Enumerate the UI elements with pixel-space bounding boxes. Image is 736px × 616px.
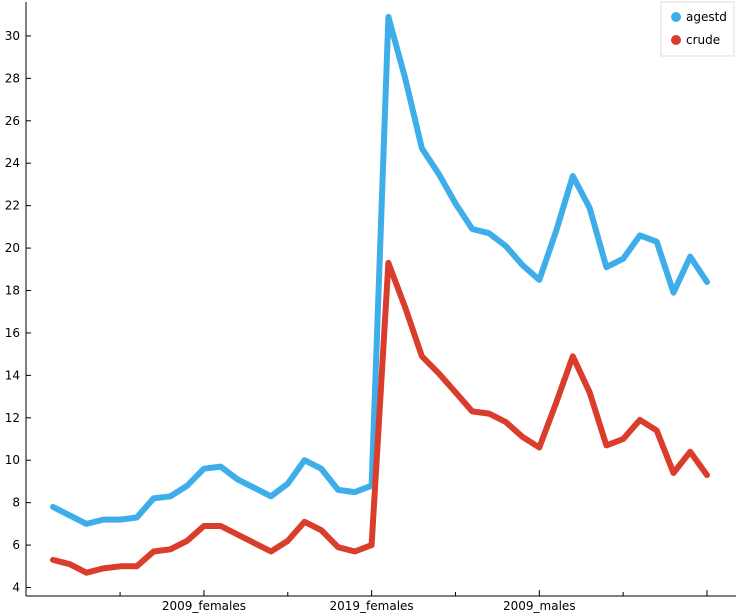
legend-label-agestd: agestd	[686, 10, 727, 24]
legend-label-crude: crude	[686, 33, 720, 47]
legend: agestd crude	[660, 1, 735, 57]
y-tick-label: 28	[5, 71, 20, 85]
y-tick-label: 20	[5, 241, 20, 255]
legend-marker-crude	[671, 35, 681, 45]
y-tick-label: 12	[5, 411, 20, 425]
y-tick-label: 4	[12, 581, 20, 595]
y-tick-label: 8	[12, 496, 20, 510]
x-tick-label: 2019_females	[330, 599, 414, 613]
x-axis-ticks: 2009_females 2019_females 2009_males	[119, 590, 708, 613]
series-layer	[50, 13, 710, 576]
x-tick-label: 2009_males	[503, 599, 576, 613]
y-tick-label: 14	[5, 368, 20, 382]
y-tick-label: 18	[5, 284, 20, 298]
y-tick-label: 24	[5, 156, 20, 170]
x-tick-label: 2009_females	[162, 599, 246, 613]
y-tick-label: 16	[5, 326, 20, 340]
y-tick-label: 10	[5, 453, 20, 467]
legend-marker-agestd	[671, 12, 681, 22]
legend-box	[660, 1, 735, 57]
y-tick-label: 30	[5, 29, 20, 43]
series-line-crude	[50, 259, 710, 576]
series-line-agestd	[50, 13, 710, 527]
y-tick-label: 6	[12, 538, 20, 552]
y-tick-label: 22	[5, 199, 20, 213]
y-tick-label: 26	[5, 114, 20, 128]
y-axis-ticks: 4 6 8 10 12 14 16 18 20 22 24 26 28 30	[5, 29, 31, 595]
axes	[25, 2, 736, 597]
